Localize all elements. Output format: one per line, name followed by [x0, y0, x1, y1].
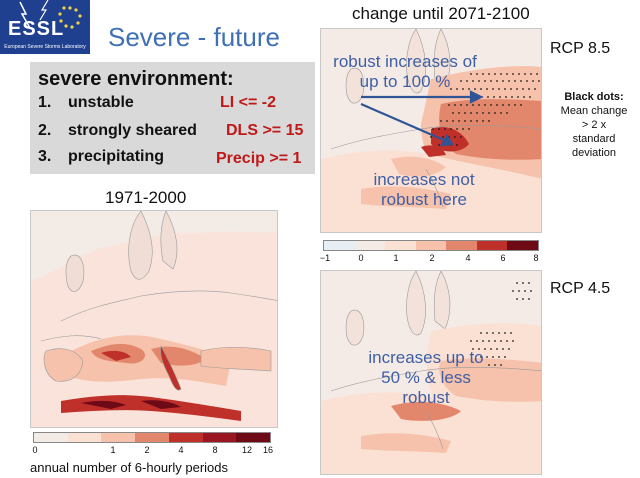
colorbar-bin — [476, 241, 508, 250]
colorbar-tick: 2 — [144, 445, 150, 455]
criteria-heading: severe environment: — [38, 68, 234, 90]
annotation-robust: robust increases of up to 100 % — [333, 52, 477, 91]
criteria-threshold-li: LI <= -2 — [220, 94, 277, 111]
colorbar-tick: −1 — [319, 253, 331, 263]
colorbar-tick: 0 — [32, 445, 38, 455]
criteria-label: strongly sheared — [68, 122, 197, 139]
essl-logo: ESSL European Severe Storms Laboratory — [0, 0, 90, 54]
historical-caption: annual number of 6-hourly periods — [30, 460, 229, 475]
historical-colorbar-ticks: 0 1 2 4 8 12 16 — [32, 445, 274, 457]
note-line: standard — [572, 133, 616, 145]
note-line: deviation — [571, 147, 617, 159]
criteria-threshold-dls: DLS >= 15 — [226, 122, 304, 139]
colorbar-bin — [236, 433, 271, 442]
colorbar-tick: 2 — [429, 253, 435, 263]
criteria-label: precipitating — [68, 148, 165, 165]
criteria-number: 2. — [38, 122, 52, 139]
colorbar-tick: 4 — [178, 445, 184, 455]
rcp85-label: RCP 8.5 — [550, 40, 611, 57]
colorbar-bin — [101, 433, 136, 442]
rcp45-map — [320, 270, 542, 475]
colorbar-bin — [507, 241, 539, 250]
criteria-item-unstable: 1. unstable — [38, 94, 134, 112]
annotation-not-robust: increases not robust here — [373, 170, 475, 209]
future-title: change until 2071-2100 — [352, 4, 530, 23]
historical-colorbar — [33, 432, 271, 443]
colorbar-bin — [67, 433, 102, 442]
colorbar-tick: 0 — [358, 253, 364, 263]
colorbar-bin — [385, 241, 416, 250]
future-colorbar — [323, 240, 539, 251]
criteria-label: unstable — [68, 94, 134, 111]
criteria-item-precipitating: 3. precipitating — [38, 148, 164, 166]
colorbar-bin — [135, 433, 169, 442]
criteria-item-sheared: 2. strongly sheared — [38, 122, 197, 140]
colorbar-bin — [34, 433, 68, 442]
colorbar-tick: 8 — [533, 253, 539, 263]
colorbar-tick: 16 — [262, 445, 274, 455]
criteria-number: 3. — [38, 148, 52, 165]
historical-map — [30, 210, 278, 428]
note-line: > 2 x — [581, 119, 607, 131]
criteria-threshold-precip: Precip >= 1 — [216, 150, 302, 167]
lightning-stars-graphic — [19, 0, 82, 29]
colorbar-tick: 12 — [241, 445, 253, 455]
colorbar-tick: 4 — [465, 253, 471, 263]
colorbar-bin — [202, 433, 237, 442]
criteria-number: 1. — [38, 94, 52, 111]
colorbar-bin — [354, 241, 386, 250]
colorbar-tick: 8 — [212, 445, 218, 455]
criteria-box: severe environment: 1. unstable LI <= -2 … — [30, 62, 315, 174]
historical-title: 1971-2000 — [105, 188, 187, 207]
logo-subtitle: European Severe Storms Laboratory — [4, 44, 86, 50]
colorbar-bin — [446, 241, 477, 250]
rcp85-map — [320, 28, 542, 233]
robust-dots — [470, 282, 532, 366]
colorbar-bin — [168, 433, 203, 442]
slide-title: Severe - future — [108, 22, 280, 52]
colorbar-tick: 6 — [500, 253, 506, 263]
logo-name: ESSL — [8, 18, 65, 40]
note-line: Mean change — [560, 105, 628, 117]
colorbar-bin — [415, 241, 447, 250]
annotation-rcp45: increases up to 50 % & less robust — [368, 348, 484, 407]
annotation-arrows — [360, 90, 484, 147]
note-heading: Black dots: — [564, 91, 624, 103]
colorbar-tick: 1 — [110, 445, 116, 455]
colorbar-tick: 1 — [393, 253, 399, 263]
black-dots-note: Black dots: Mean change > 2 x standard d… — [550, 90, 638, 160]
future-colorbar-ticks: −1 0 1 2 4 6 8 — [319, 253, 539, 265]
colorbar-bin — [324, 241, 355, 250]
rcp45-label: RCP 4.5 — [550, 280, 611, 297]
